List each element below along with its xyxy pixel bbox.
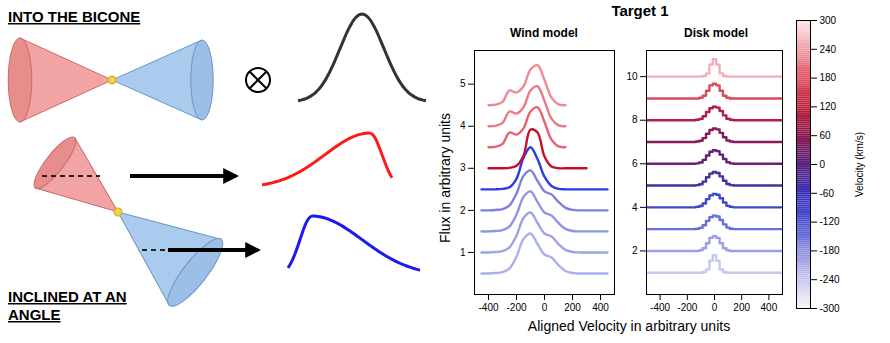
svg-text:Velocity (km/s): Velocity (km/s) — [854, 132, 865, 197]
svg-text:-400: -400 — [478, 302, 498, 313]
svg-text:0: 0 — [542, 302, 548, 313]
svg-text:1: 1 — [460, 247, 466, 258]
svg-text:INTO THE BICONE: INTO THE BICONE — [8, 8, 140, 25]
html-text:Target 1: Target 1 — [611, 2, 669, 19]
svg-text:-120: -120 — [820, 216, 840, 227]
svg-text:4: 4 — [460, 120, 466, 131]
svg-text:INCLINED AT AN: INCLINED AT AN — [8, 288, 127, 305]
svg-text:-240: -240 — [820, 274, 840, 285]
svg-text:-60: -60 — [820, 188, 835, 199]
html-text:Flux in arbitrary units: Flux in arbitrary units — [437, 113, 453, 243]
svg-text:200: 200 — [733, 302, 750, 313]
html-text:Aligned Velocity in arbitrary: Aligned Velocity in arbitrary units — [527, 318, 731, 334]
svg-text:3: 3 — [460, 162, 466, 173]
svg-text:120: 120 — [820, 101, 837, 112]
svg-text:5: 5 — [460, 78, 466, 89]
svg-text:180: 180 — [820, 72, 837, 83]
svg-text:400: 400 — [592, 302, 609, 313]
svg-text:-200: -200 — [677, 302, 697, 313]
svg-text:0: 0 — [820, 159, 826, 170]
html-text:Disk model: Disk model — [684, 26, 748, 40]
svg-text:2: 2 — [632, 245, 638, 256]
svg-text:8: 8 — [632, 114, 638, 125]
svg-text:300: 300 — [820, 15, 837, 26]
svg-text:-180: -180 — [820, 245, 840, 256]
svg-text:0: 0 — [712, 302, 718, 313]
svg-text:60: 60 — [820, 130, 832, 141]
svg-text:4: 4 — [632, 202, 638, 213]
svg-text:6: 6 — [632, 158, 638, 169]
svg-text:400: 400 — [761, 302, 778, 313]
svg-text:10: 10 — [626, 71, 638, 82]
svg-text:240: 240 — [820, 44, 837, 55]
svg-text:ANGLE: ANGLE — [8, 306, 61, 323]
svg-text:-400: -400 — [650, 302, 670, 313]
svg-text:200: 200 — [564, 302, 581, 313]
html-text:Wind model: Wind model — [510, 26, 578, 40]
svg-text:-200: -200 — [506, 302, 526, 313]
svg-text:-300: -300 — [820, 303, 840, 314]
svg-text:2: 2 — [460, 205, 466, 216]
